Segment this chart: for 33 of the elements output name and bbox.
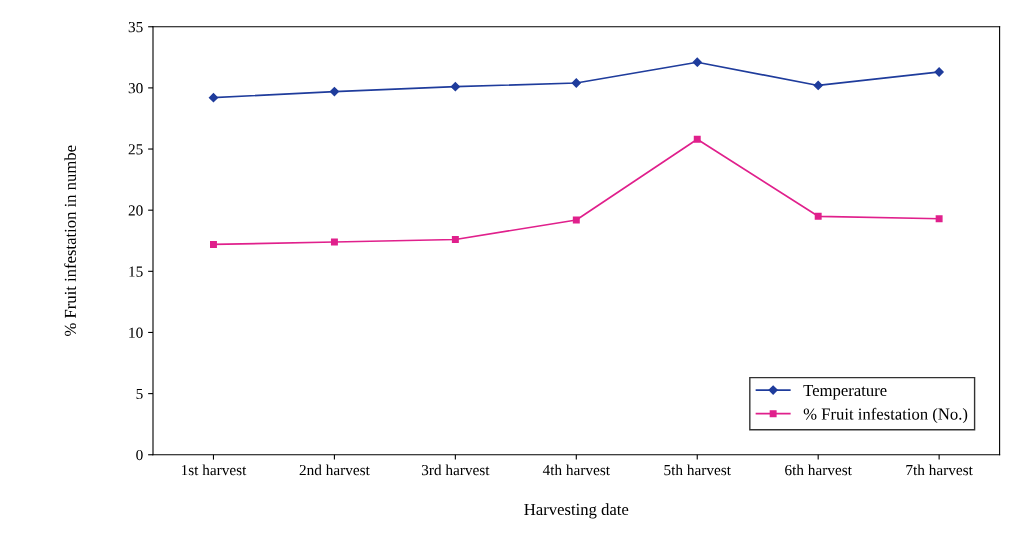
point — [935, 215, 943, 223]
x-tick-label: 7th harvest — [906, 464, 973, 476]
point — [813, 80, 823, 91]
point — [451, 236, 459, 244]
x-tick-label: 1st harvest — [181, 464, 247, 476]
point — [693, 135, 701, 143]
y-tick-label: 30 — [128, 83, 143, 94]
point — [330, 238, 338, 246]
y-tick-label: 15 — [129, 266, 143, 277]
point — [572, 216, 580, 224]
y-tick-label: 0 — [136, 449, 143, 461]
point — [692, 57, 702, 67]
y-tick-label: 20 — [128, 205, 143, 216]
x-tick-label: 5th harvest — [664, 464, 731, 476]
point — [329, 86, 340, 97]
y-tick-label: 10 — [129, 327, 143, 338]
x-tick-label: 3rd harvest — [421, 464, 490, 476]
point — [934, 67, 944, 77]
x-axis-title: Harvesting date — [524, 503, 629, 519]
legend-label: Temperature — [803, 385, 887, 400]
point — [571, 78, 581, 88]
point — [814, 212, 822, 220]
y-tick-label: 35 — [128, 21, 143, 33]
y-tick-label: 25 — [128, 144, 143, 155]
x-tick-label: 4th harvest — [542, 464, 610, 476]
point — [450, 82, 460, 92]
x-tick-label: 6th harvest — [785, 464, 852, 476]
x-tick-label: 2nd harvest — [299, 464, 370, 476]
legend-label: % Fruit infestation (No.) — [803, 407, 968, 424]
y-axis-title: % Fruit infestation in numbe — [64, 145, 77, 336]
y-tick-label: 5 — [136, 388, 143, 400]
point — [208, 93, 219, 103]
point — [209, 240, 217, 248]
